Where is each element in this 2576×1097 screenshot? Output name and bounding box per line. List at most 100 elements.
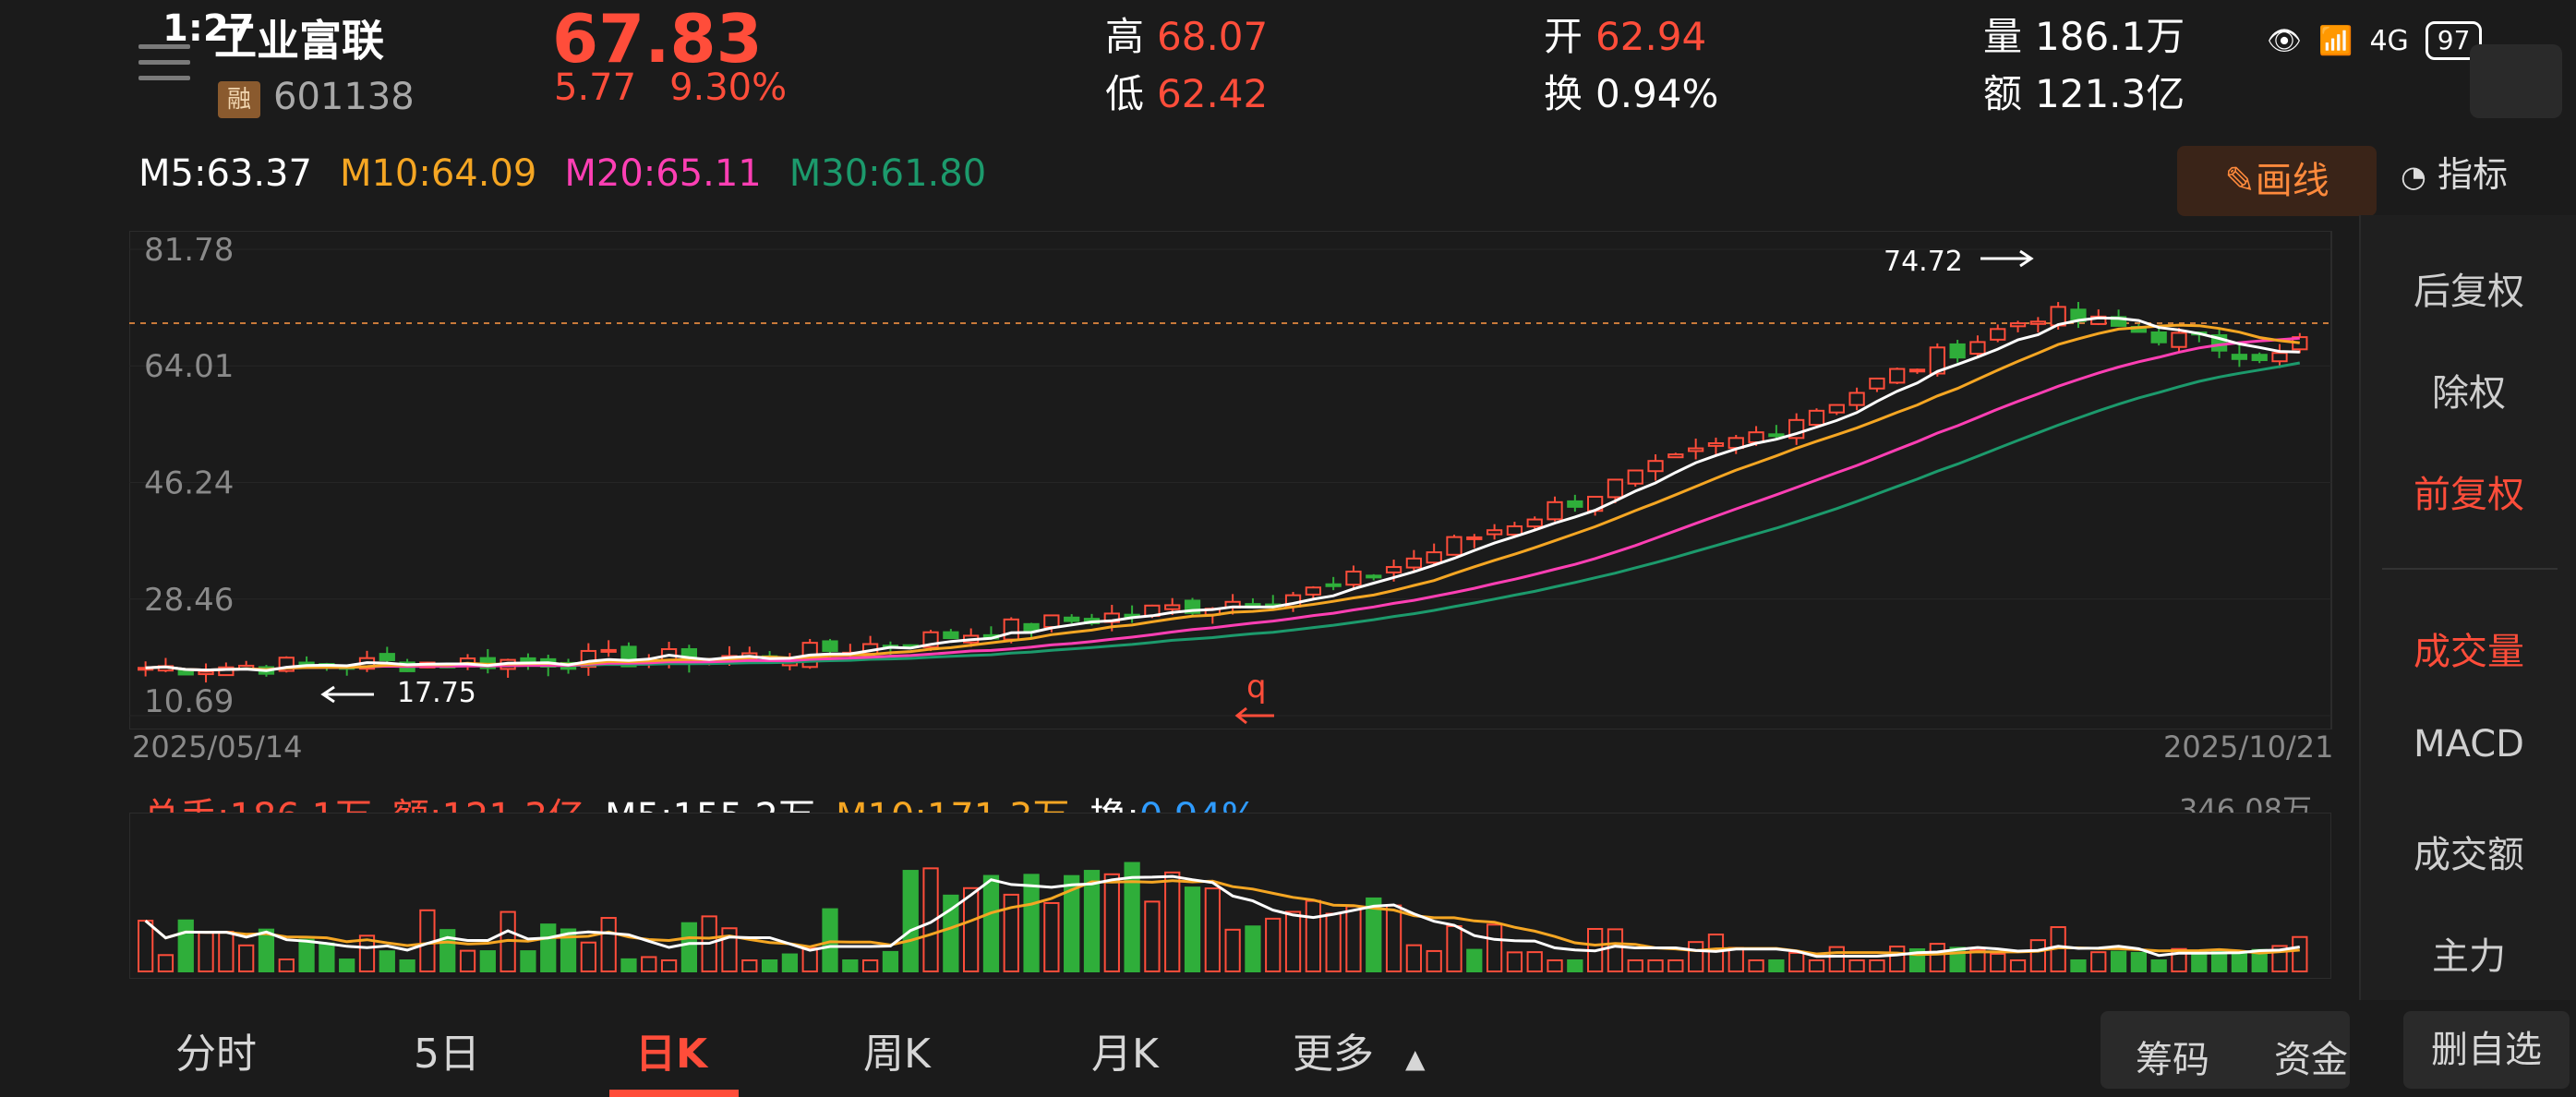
candle-up — [1405, 557, 1423, 569]
candle-down — [177, 669, 194, 676]
change-percent: 9.30% — [669, 66, 788, 109]
volume-bar-up — [1727, 946, 1744, 972]
volume-bar-up — [580, 941, 596, 972]
remove-watchlist-button[interactable]: 删自选 — [2403, 1011, 2570, 1089]
high-quote: 高 68.07 — [1105, 6, 1268, 62]
candle-up — [1426, 551, 1442, 564]
indicator-volume[interactable]: 成交量 — [2413, 631, 2524, 673]
tab-weekly-k[interactable]: 周K — [863, 1031, 931, 1078]
candle-up — [1688, 447, 1704, 452]
volume-bar-up — [238, 944, 255, 972]
volume-bar-up — [1385, 904, 1402, 972]
volume-bar-up — [660, 959, 678, 972]
volume-bar-up — [1929, 943, 1945, 972]
adjust-forward[interactable]: 前复权 — [2413, 474, 2524, 516]
volume-bar-up — [1848, 959, 1865, 972]
volume-bar-down — [882, 950, 899, 972]
volume-bar-up — [1265, 917, 1282, 972]
volume-bar-up — [1103, 873, 1120, 972]
ma20-line — [145, 336, 2300, 672]
tab-monthly-k[interactable]: 月K — [1091, 1031, 1159, 1078]
volume-bar-up — [963, 886, 980, 972]
candle-up — [1969, 341, 1986, 356]
landscape-toggle-icon[interactable] — [2470, 44, 2562, 118]
volume-bar-down — [1466, 948, 1483, 972]
tab-more[interactable]: 更多 ▲ — [1293, 1020, 1426, 1079]
funds-button[interactable]: 资金 — [2274, 1039, 2348, 1081]
indicator-button[interactable]: ◔ 指标 — [2401, 146, 2508, 197]
volume-bar-up — [1426, 949, 1442, 972]
gauge-icon: ◔ — [2401, 159, 2426, 194]
quote-header: 1:27 工业富联 融 601138 67.83 5.77 9.30% 高 68.0… — [0, 0, 2576, 134]
volume-bar-up — [922, 867, 939, 972]
margin-badge: 融 — [218, 81, 260, 118]
volume-bar-up — [2009, 959, 2027, 972]
right-panel: 后复权 除权 前复权 成交量 MACD 成交额 主力 — [2359, 215, 2576, 1000]
draw-line-button[interactable]: ✎画线 — [2177, 146, 2377, 216]
volume-bar-up — [1284, 910, 1302, 972]
volume-bar-up — [1688, 941, 1704, 972]
kline-chart[interactable]: 81.78 64.01 46.24 28.46 10.69 74.72 17.75 q — [129, 231, 2341, 729]
low-value: 62.42 — [1157, 71, 1269, 116]
high-value: 68.07 — [1157, 14, 1269, 59]
candle-up — [1808, 409, 1825, 427]
tab-5day[interactable]: 5日 — [414, 1031, 480, 1078]
tab-active-indicator — [609, 1090, 739, 1097]
volume-bar-down — [982, 874, 1000, 972]
caret-up-icon: ▲ — [1405, 1043, 1426, 1074]
candle-up — [1486, 529, 1503, 536]
volume-bar-up — [1164, 871, 1181, 972]
y-tick-label: 10.69 — [144, 683, 234, 720]
candle-up — [1446, 536, 1463, 556]
volume-bar-down — [943, 894, 959, 972]
ma-legend: M5:63.37 M10:64.09 M20:65.11 M30:61.80 — [138, 152, 986, 195]
turnover-label: 换 — [1544, 71, 1583, 116]
candle-up — [1929, 346, 1945, 375]
candle-up — [1707, 441, 1725, 447]
indicator-macd[interactable]: MACD — [2413, 723, 2524, 765]
volume-bar-down — [540, 923, 557, 972]
volume-bar-up — [1405, 944, 1423, 972]
high-arrow-icon — [1980, 249, 2034, 268]
chips-button[interactable]: 筹码 — [2136, 1039, 2209, 1081]
volume-bar-down — [479, 950, 496, 972]
turnover-quote: 换 0.94% — [1544, 63, 1718, 119]
candle-up — [1667, 453, 1684, 459]
menu-icon[interactable] — [138, 44, 190, 83]
indicator-label: 指标 — [2438, 154, 2509, 195]
tab-intraday[interactable]: 分时 — [175, 1031, 257, 1078]
indicator-amount[interactable]: 成交额 — [2413, 834, 2524, 876]
volume-bar-down — [1184, 886, 1201, 972]
volume-bar-down — [2130, 951, 2148, 972]
volume-value: 186.1万 — [2035, 14, 2185, 59]
volume-bar-up — [1869, 959, 1885, 972]
volume-bar-up — [1526, 951, 1543, 972]
volume-quote: 量 186.1万 — [1983, 6, 2185, 62]
candle-up — [1908, 368, 1926, 373]
adjust-backward[interactable]: 后复权 — [2413, 271, 2524, 313]
y-tick-label: 64.01 — [144, 348, 234, 385]
candle-up — [1647, 460, 1664, 473]
wifi-icon: 📶 — [2318, 24, 2353, 57]
candle-up — [1848, 392, 1865, 406]
price-change: 5.77 9.30% — [554, 66, 820, 109]
volume-chart[interactable] — [129, 813, 2331, 979]
volume-bar-up — [138, 920, 154, 972]
y-axis-labels: 81.78 64.01 46.24 28.46 10.69 — [144, 232, 234, 720]
tab-daily-k[interactable]: 日K — [635, 1031, 708, 1078]
low-label: 低 — [1105, 71, 1145, 116]
volume-bar-down — [620, 958, 637, 972]
battery-icon: 97 — [2425, 21, 2483, 60]
volume-bar-up — [1990, 952, 2006, 972]
status-bar: 👁 📶 4G 97 — [2267, 13, 2483, 68]
candle-down — [1366, 574, 1382, 579]
adjust-exright[interactable]: 除权 — [2432, 372, 2506, 415]
volume-bar-up — [278, 958, 295, 972]
indicator-main-force[interactable]: 主力 — [2432, 935, 2506, 978]
candle-down — [379, 653, 395, 661]
signal-icon: 4G — [2369, 24, 2409, 57]
candle-down — [520, 657, 536, 662]
amount-quote: 额 121.3亿 — [1983, 63, 2185, 119]
volume-bar-up — [459, 949, 476, 972]
volume-bar-down — [1124, 862, 1140, 972]
